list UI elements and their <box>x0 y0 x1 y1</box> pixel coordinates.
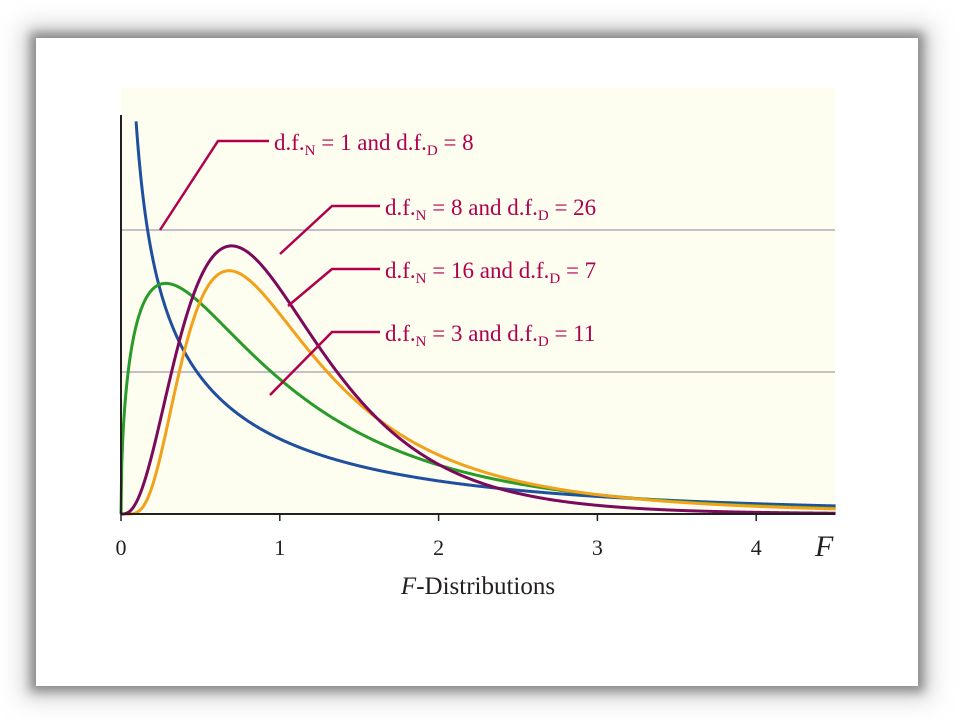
series-line-df1-8 <box>134 121 837 508</box>
x-tick-label-3: 3 <box>592 535 603 560</box>
x-tick-label-4: 4 <box>751 535 762 560</box>
series-label-df1-8: d.f.N = 1 and d.f.D = 8 <box>274 130 474 159</box>
series-labels: d.f.N = 1 and d.f.D = 8 d.f.N = 8 and d.f… <box>158 130 596 396</box>
x-ticks: 0 1 2 3 4 <box>116 514 762 560</box>
series-label-df8-26: d.f.N = 8 and d.f.D = 26 <box>385 195 596 224</box>
series-line-df8-26 <box>120 244 837 516</box>
curves-layer <box>119 121 837 516</box>
chart-title: F-Distributions <box>400 573 555 600</box>
leader-line-df8-26 <box>279 204 380 255</box>
x-tick-label-2: 2 <box>433 535 444 560</box>
series-label-df3-11: d.f.N = 3 and d.f.D = 11 <box>385 321 595 350</box>
plot-background <box>121 88 835 513</box>
x-tick-label-0: 0 <box>116 535 127 560</box>
series-line-df16-7 <box>120 269 837 516</box>
x-axis-label: F <box>814 530 834 563</box>
leader-line-df1-8 <box>158 139 269 231</box>
leader-line-df16-7 <box>287 267 380 307</box>
leader-line-df3-11 <box>269 330 380 396</box>
x-tick-label-1: 1 <box>274 535 285 560</box>
series-label-df16-7: d.f.N = 16 and d.f.D = 7 <box>385 258 596 287</box>
